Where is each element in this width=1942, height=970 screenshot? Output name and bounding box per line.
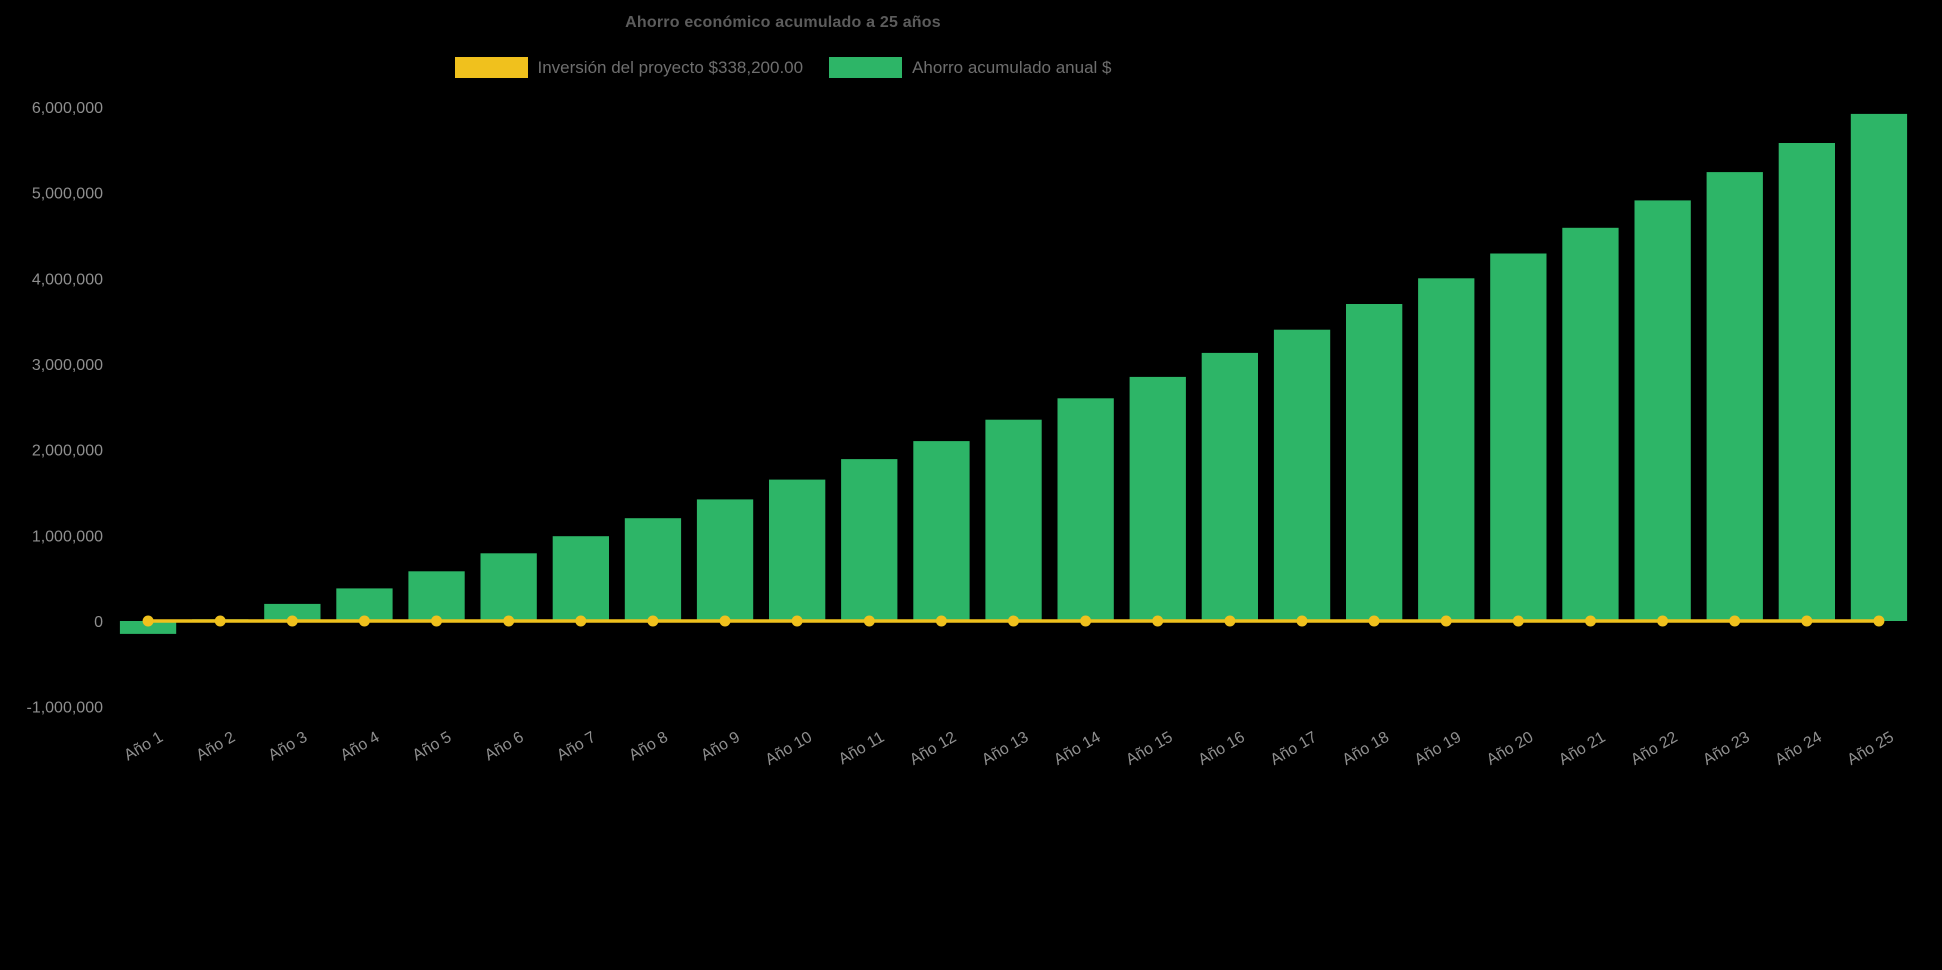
x-axis-tick-label: Año 3 <box>266 729 311 765</box>
x-axis-tick-label: Año 9 <box>698 729 743 765</box>
legend-label-investment: Inversión del proyecto $338,200.00 <box>537 57 804 77</box>
bar-Año 6[interactable] <box>480 553 537 621</box>
x-axis-tick-label: Año 18 <box>1340 729 1393 769</box>
y-axis-tick-label: -1,000,000 <box>26 700 103 717</box>
bar-Año 18[interactable] <box>1346 304 1403 621</box>
x-axis-tick-label: Año 23 <box>1700 729 1753 769</box>
chart-title: Ahorro económico acumulado a 25 años <box>625 14 941 31</box>
investment-point-Año 21[interactable] <box>1585 615 1596 627</box>
x-axis-tick-label: Año 5 <box>410 729 455 765</box>
investment-point-Año 14[interactable] <box>1080 615 1092 627</box>
investment-point-Año 1[interactable] <box>142 615 154 627</box>
x-axis-tick-label: Año 13 <box>979 729 1032 769</box>
investment-point-Año 3[interactable] <box>286 615 298 627</box>
x-axis-tick-label: Año 6 <box>482 729 527 765</box>
investment-point-Año 7[interactable] <box>575 615 587 627</box>
investment-point-Año 20[interactable] <box>1512 615 1524 627</box>
investment-point-Año 4[interactable] <box>358 615 370 627</box>
x-axis-tick-label: Año 20 <box>1484 729 1537 769</box>
bar-Año 8[interactable] <box>624 518 682 621</box>
investment-point-Año 6[interactable] <box>503 615 515 627</box>
bar-Año 11[interactable] <box>841 459 898 621</box>
investment-point-Año 2[interactable] <box>214 615 226 627</box>
x-axis-tick-label: Año 12 <box>907 729 960 769</box>
bar-Año 13[interactable] <box>985 419 1042 621</box>
legend-item-savings[interactable]: Ahorro acumulado anual $ <box>829 57 1112 78</box>
investment-point-Año 22[interactable] <box>1657 615 1669 627</box>
bar-Año 14[interactable] <box>1057 398 1114 621</box>
x-axis-tick-label: Año 16 <box>1195 729 1248 769</box>
bar-Año 21[interactable] <box>1562 227 1619 622</box>
investment-point-Año 17[interactable] <box>1296 615 1308 627</box>
y-axis-tick-label: 6,000,000 <box>32 100 103 117</box>
x-axis-tick-label: Año 25 <box>1844 729 1897 769</box>
investment-point-Año 24[interactable] <box>1801 615 1813 627</box>
bar-Año 1[interactable] <box>119 621 177 634</box>
investment-point-Año 18[interactable] <box>1368 615 1380 627</box>
investment-point-Año 25[interactable] <box>1873 615 1885 627</box>
legend-item-investment[interactable]: Inversión del proyecto $338,200.00 <box>454 57 804 78</box>
investment-point-Año 23[interactable] <box>1729 615 1741 627</box>
legend-swatch-investment-icon <box>454 57 528 78</box>
bar-Año 12[interactable] <box>913 441 970 621</box>
investment-point-Año 15[interactable] <box>1152 615 1164 627</box>
investment-point-Año 13[interactable] <box>1008 615 1019 627</box>
x-axis-tick-label: Año 1 <box>121 729 166 765</box>
y-axis-tick-label: 3,000,000 <box>32 357 103 374</box>
y-axis-tick-label: 4,000,000 <box>32 271 103 288</box>
investment-point-Año 9[interactable] <box>719 615 731 627</box>
x-axis-tick-label: Año 15 <box>1123 729 1176 769</box>
x-axis-tick-label: Año 8 <box>626 729 671 765</box>
legend-swatch-savings-icon <box>829 57 903 78</box>
x-axis-tick-label: Año 17 <box>1268 729 1321 769</box>
bar-Año 3[interactable] <box>264 603 321 621</box>
bar-Año 9[interactable] <box>696 499 754 621</box>
x-axis-tick-label: Año 22 <box>1628 729 1681 769</box>
bar-Año 19[interactable] <box>1418 278 1475 621</box>
bar-Año 24[interactable] <box>1778 143 1835 621</box>
legend: Inversión del proyecto $338,200.00 Ahorr… <box>0 57 1566 78</box>
x-axis-tick-label: Año 24 <box>1772 729 1825 769</box>
x-axis-tick-label: Año 19 <box>1412 729 1465 769</box>
x-axis-tick-label: Año 21 <box>1556 729 1609 769</box>
x-axis-tick-label: Año 11 <box>836 729 887 769</box>
bar-Año 15[interactable] <box>1129 376 1186 621</box>
x-axis-tick-label: Año 2 <box>193 729 238 765</box>
y-axis-tick-label: 2,000,000 <box>32 443 103 460</box>
bar-Año 7[interactable] <box>552 536 609 621</box>
investment-point-Año 19[interactable] <box>1440 615 1452 627</box>
y-axis-tick-label: 1,000,000 <box>32 528 103 545</box>
x-axis-tick-label: Año 14 <box>1051 729 1104 769</box>
investment-point-Año 12[interactable] <box>935 615 947 627</box>
bar-Año 22[interactable] <box>1634 200 1691 621</box>
investment-point-Año 8[interactable] <box>647 615 659 627</box>
bar-Año 17[interactable] <box>1273 329 1331 621</box>
x-axis-tick-label: Año 10 <box>763 729 816 769</box>
bar-Año 5[interactable] <box>408 571 465 621</box>
bar-Año 20[interactable] <box>1490 253 1547 622</box>
bar-Año 10[interactable] <box>769 479 826 621</box>
y-axis-tick-label: 0 <box>94 614 103 631</box>
x-axis-tick-label: Año 4 <box>338 729 383 765</box>
investment-point-Año 5[interactable] <box>431 615 442 627</box>
bar-Año 23[interactable] <box>1706 172 1763 621</box>
investment-point-Año 11[interactable] <box>863 615 875 627</box>
x-axis-tick-label: Año 7 <box>554 729 599 765</box>
legend-label-savings: Ahorro acumulado anual $ <box>912 57 1112 77</box>
investment-point-Año 10[interactable] <box>791 615 803 627</box>
y-axis-tick-label: 5,000,000 <box>32 186 103 203</box>
investment-point-Año 16[interactable] <box>1224 615 1236 627</box>
bar-Año 25[interactable] <box>1850 113 1908 622</box>
bar-Año 16[interactable] <box>1201 352 1258 621</box>
